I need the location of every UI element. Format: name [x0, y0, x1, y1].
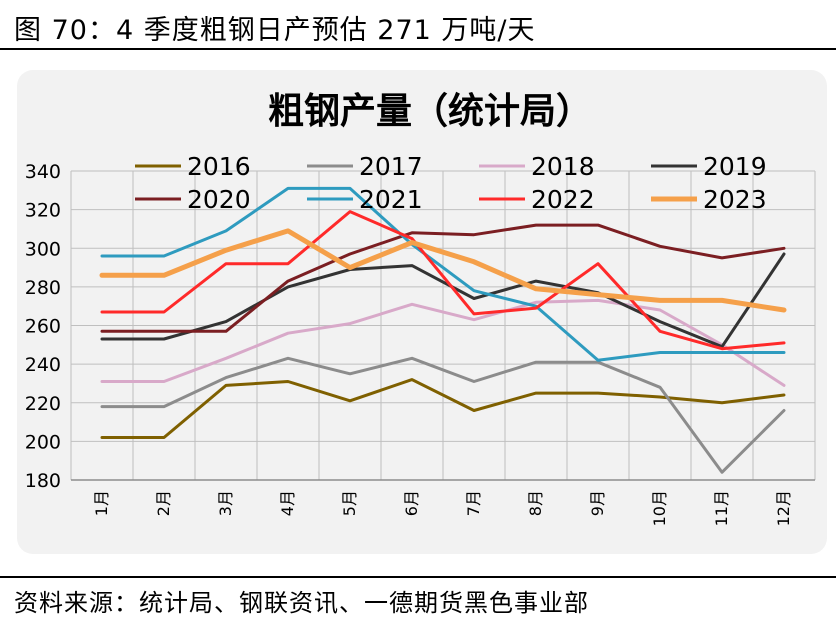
- source-note: 资料来源：统计局、钢联资讯、一德期货黑色事业部: [14, 589, 589, 617]
- x-tick-label: 3月: [216, 490, 235, 516]
- chart-lines: [99, 186, 787, 474]
- legend-label-2017: 2017: [359, 152, 423, 181]
- series-line-2022: [100, 210, 786, 351]
- x-tick-label: 10月: [650, 490, 669, 526]
- y-tick-label: 280: [25, 277, 61, 299]
- chart-title: 粗钢产量（统计局）: [268, 91, 592, 132]
- y-tick-label: 300: [25, 238, 61, 260]
- chart-grid: [70, 170, 816, 481]
- x-tick-label: 4月: [278, 490, 297, 516]
- y-tick-label: 220: [25, 393, 61, 415]
- y-tick-label: 240: [25, 354, 61, 376]
- legend-label-2016: 2016: [187, 152, 251, 181]
- legend-label-2019: 2019: [703, 152, 767, 181]
- legend-label-2023: 2023: [703, 185, 767, 214]
- x-axis-ticks: 1月 2月 3月 4月 5月 6月 7月 8月 9月 10月 11月 12月: [92, 490, 793, 526]
- series-line-2023: [99, 228, 787, 313]
- chart-svg: 粗钢产量（统计局） 180 200 220 240 260 280 300 320 340 1月…: [25, 91, 816, 526]
- y-tick-label: 200: [25, 431, 61, 453]
- x-tick-label: 6月: [402, 490, 421, 516]
- chart-legend: 2016 2017 2018 2019 2020 2021 2022 2023: [135, 152, 767, 214]
- y-tick-label: 320: [25, 200, 61, 222]
- x-tick-label: 12月: [774, 490, 793, 526]
- legend-label-2018: 2018: [531, 152, 595, 181]
- x-tick-label: 9月: [588, 490, 607, 516]
- x-tick-label: 8月: [526, 490, 545, 516]
- title-rule: [0, 48, 836, 50]
- y-tick-label: 260: [25, 316, 61, 338]
- series-line-2018: [100, 298, 786, 387]
- series-line-2016: [100, 378, 786, 439]
- x-tick-label: 7月: [464, 490, 483, 516]
- source-rule: [0, 576, 836, 578]
- x-tick-label: 2月: [154, 490, 173, 516]
- series-line-2019: [100, 252, 786, 349]
- y-axis-ticks: 180 200 220 240 260 280 300 320 340: [25, 161, 61, 492]
- x-tick-label: 5月: [340, 490, 359, 516]
- legend-label-2020: 2020: [187, 185, 251, 214]
- y-tick-label: 340: [25, 161, 61, 183]
- legend-label-2022: 2022: [531, 185, 595, 214]
- x-tick-label: 1月: [92, 490, 111, 516]
- y-tick-label: 180: [25, 470, 61, 492]
- x-tick-label: 11月: [712, 490, 731, 526]
- figure-title: 图 70：4 季度粗钢日产预估 271 万吨/天: [14, 15, 536, 46]
- legend-label-2021: 2021: [359, 185, 423, 214]
- series-line-2021: [100, 186, 786, 362]
- series-line-2017: [100, 356, 786, 474]
- series-line-2020: [100, 223, 786, 333]
